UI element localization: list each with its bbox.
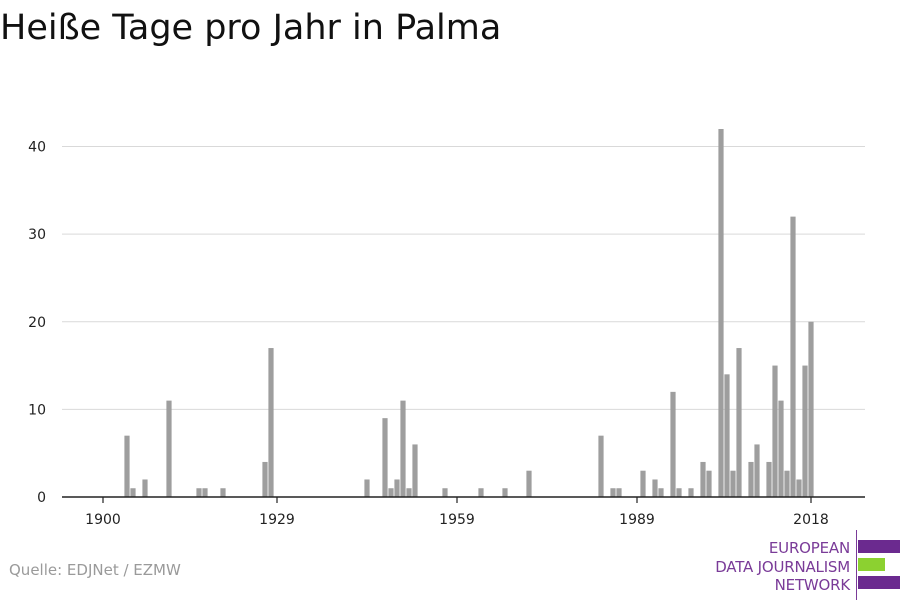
bar-1996 <box>676 488 682 497</box>
bar-2018 <box>808 321 814 497</box>
y-tick-label: 10 <box>28 402 46 418</box>
bar-1983 <box>598 435 604 497</box>
bar-2017 <box>802 365 808 497</box>
bar-1993 <box>658 488 664 497</box>
bar-1990 <box>640 470 646 497</box>
bar-2003 <box>718 129 724 497</box>
bar-1986 <box>616 488 622 497</box>
y-tick-label: 40 <box>28 140 46 156</box>
y-tick-label: 0 <box>37 490 46 506</box>
bar-1944 <box>364 479 370 497</box>
bar-2001 <box>706 470 712 497</box>
source-note: Quelle: EDJNet / EZMW <box>9 561 181 579</box>
bar-2006 <box>736 348 742 497</box>
x-axis-ticks: 1900 1929 1959 1989 2018 <box>85 497 829 528</box>
bar-1917 <box>202 488 208 497</box>
bars <box>124 129 814 497</box>
bar-1916 <box>196 488 202 497</box>
x-tick-label: 1989 <box>619 512 655 528</box>
bar-1985 <box>610 488 616 497</box>
bar-1963 <box>478 488 484 497</box>
bar-1967 <box>502 488 508 497</box>
bar-1911 <box>166 400 172 497</box>
bar-1927 <box>262 461 268 497</box>
bar-1920 <box>220 488 226 497</box>
bar-1995 <box>670 391 676 497</box>
logo-bar-bottom <box>858 576 900 589</box>
bar-2014 <box>784 470 790 497</box>
bar-1992 <box>652 479 658 497</box>
bar-1957 <box>442 488 448 497</box>
logo-line-1: EUROPEAN <box>768 539 850 557</box>
x-tick-label: 1959 <box>439 512 475 528</box>
y-tick-label: 20 <box>28 315 46 331</box>
bar-1950 <box>400 400 406 497</box>
logo-line-3: NETWORK <box>774 576 851 594</box>
x-tick-label: 1929 <box>259 512 295 528</box>
bar-2016 <box>796 479 802 497</box>
logo-bar-middle <box>858 558 885 571</box>
logo-bar-top <box>858 540 900 553</box>
bar-1907 <box>142 479 148 497</box>
bar-1947 <box>382 418 388 497</box>
bar-1948 <box>388 488 394 497</box>
logo-wordmark: EUROPEAN DATA JOURNALISM NETWORK <box>715 539 850 595</box>
bar-2000 <box>700 461 706 497</box>
bar-1951 <box>406 488 412 497</box>
bar-1971 <box>526 470 532 497</box>
bar-2015 <box>790 216 796 497</box>
chart-title: Heiße Tage pro Jahr in Palma <box>0 8 502 48</box>
logo-separator <box>856 530 857 600</box>
bar-1928 <box>268 348 274 497</box>
logo-line-2: DATA JOURNALISM <box>715 557 850 576</box>
bar-2005 <box>730 470 736 497</box>
x-tick-label: 1900 <box>85 512 121 528</box>
bar-2013 <box>778 400 784 497</box>
bar-1949 <box>394 479 400 497</box>
bar-2009 <box>754 444 760 497</box>
bar-2011 <box>766 461 772 497</box>
bar-1905 <box>130 488 136 497</box>
bar-1952 <box>412 444 418 497</box>
bar-2004 <box>724 374 730 497</box>
x-tick-label: 2018 <box>793 512 829 528</box>
y-axis-ticks: 0 10 20 30 40 <box>28 140 46 506</box>
gridlines <box>62 146 865 410</box>
bar-2012 <box>772 365 778 497</box>
bar-1998 <box>688 488 694 497</box>
bar-1904 <box>124 435 130 497</box>
y-tick-label: 30 <box>28 227 46 243</box>
bar-2008 <box>748 461 754 497</box>
edjnet-logo: EUROPEAN DATA JOURNALISM NETWORK <box>700 530 900 600</box>
